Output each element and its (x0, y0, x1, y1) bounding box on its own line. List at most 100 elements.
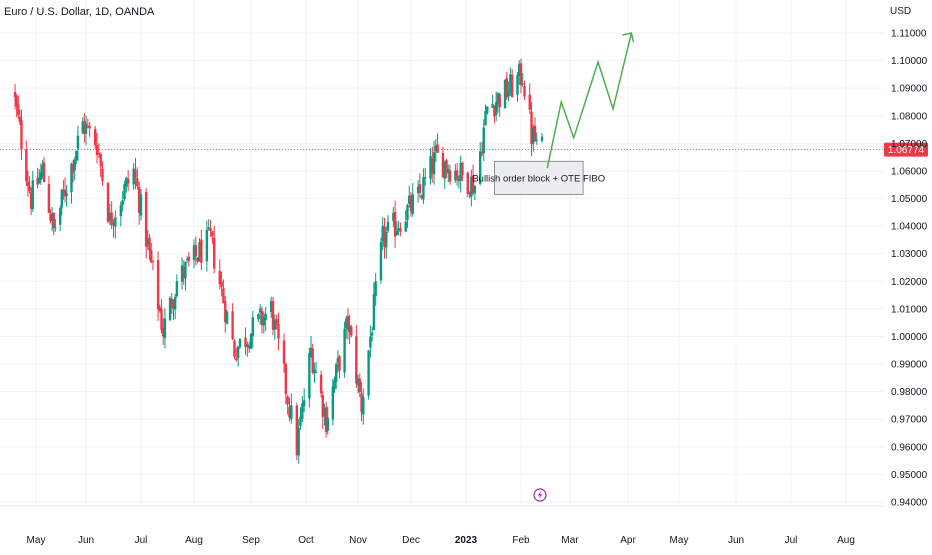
candle-body (52, 212, 55, 229)
candle-body (114, 217, 117, 227)
x-tick-label: Dec (402, 535, 420, 546)
candle-body (397, 228, 400, 231)
candle-body (246, 344, 249, 348)
candle-body (225, 311, 229, 324)
candle-body (173, 297, 177, 310)
candle-body (331, 386, 335, 420)
candle-body (386, 221, 390, 231)
candle-body (360, 393, 363, 413)
candle-body (58, 208, 62, 225)
candle-body (126, 178, 130, 184)
event-bolt-icon (537, 490, 543, 500)
candle-body (132, 168, 135, 185)
candle-body (75, 150, 78, 161)
candle-body (313, 369, 316, 374)
candle-body (200, 239, 203, 263)
candle-body (345, 318, 348, 329)
candle-body (231, 311, 234, 340)
x-tick-label: Oct (298, 535, 314, 546)
candle-body (422, 177, 425, 200)
candle-body (372, 294, 376, 331)
candle-body (172, 306, 175, 309)
candle-body (447, 169, 450, 174)
y-tick-label: 0.96000 (891, 442, 928, 453)
candle-body (319, 374, 323, 394)
candle-body (309, 347, 313, 356)
candle-body (297, 428, 300, 456)
candle-body (81, 121, 84, 134)
symbol-title[interactable]: Euro / U.S. Dollar, 1D, OANDA (4, 6, 155, 18)
candle-body (468, 191, 471, 195)
candle-body (290, 405, 293, 420)
candle-body (436, 144, 439, 153)
y-tick-label: 1.11000 (891, 29, 927, 40)
candle-body (314, 372, 318, 374)
candle-body (275, 319, 278, 325)
candle-body (299, 416, 302, 426)
candle-body (273, 319, 277, 330)
candle-body (395, 230, 399, 235)
candle-body (418, 184, 422, 194)
x-tick-label: Aug (837, 535, 855, 546)
candle-body (150, 249, 153, 263)
x-tick-label: Jun (78, 535, 94, 546)
candle-body (423, 177, 427, 179)
candle-body (505, 77, 509, 98)
y-tick-label: 1.01000 (891, 304, 928, 315)
candle-body (434, 145, 438, 152)
y-axis[interactable]: USD1.110001.100001.090001.080001.070001.… (890, 6, 928, 509)
candle-body (93, 129, 97, 146)
candle-body (455, 170, 459, 180)
candle-body (28, 186, 31, 192)
candle-body (184, 262, 187, 279)
candle-body (408, 195, 411, 204)
last-price-label: 1.06774 (888, 145, 925, 156)
candle-body (533, 125, 537, 142)
candle-body (480, 152, 484, 155)
order-block-box (493, 160, 584, 195)
candle-body (379, 242, 383, 281)
candle-body (393, 211, 397, 237)
candle-body (269, 301, 273, 312)
y-tick-label: 1.02000 (891, 277, 928, 288)
candle-body (13, 92, 17, 98)
candle-body (220, 281, 223, 287)
candle-body (295, 405, 299, 456)
candle-body (355, 336, 358, 384)
candle-body (262, 317, 266, 326)
x-tick-label: Jul (785, 535, 798, 546)
candle-layer (13, 58, 544, 464)
candle-body (99, 153, 102, 167)
candle-body (260, 310, 264, 326)
candle-body (510, 74, 514, 97)
candle-body (134, 169, 137, 178)
candle-body (334, 364, 338, 382)
candle-body (457, 179, 461, 181)
candle-body (244, 337, 247, 347)
candle-body (491, 103, 494, 109)
candle-body (136, 178, 139, 187)
candle-body (20, 120, 23, 150)
x-axis[interactable]: May Jun Jul Aug Sep Oct Nov Dec 2023 Feb Mar Apr May… (27, 535, 855, 546)
grid-layer (0, 0, 884, 506)
candle-body (257, 314, 260, 320)
candle-body (399, 228, 402, 232)
candle-body (198, 242, 201, 262)
y-tick-label: 1.08000 (891, 111, 928, 122)
candle-body (383, 226, 386, 247)
candle-body (209, 228, 212, 231)
candle-body (509, 74, 512, 93)
y-tick-label: 1.09000 (891, 84, 928, 95)
candle-body (76, 135, 80, 149)
x-tick-label: Apr (620, 535, 636, 546)
candle-body (192, 245, 196, 260)
candle-body (358, 378, 361, 393)
candle-body (54, 227, 57, 229)
candle-body (110, 212, 113, 226)
candle-body (38, 177, 41, 183)
candle-body (454, 170, 457, 181)
candle-body (362, 396, 365, 415)
candle-body (528, 94, 531, 110)
